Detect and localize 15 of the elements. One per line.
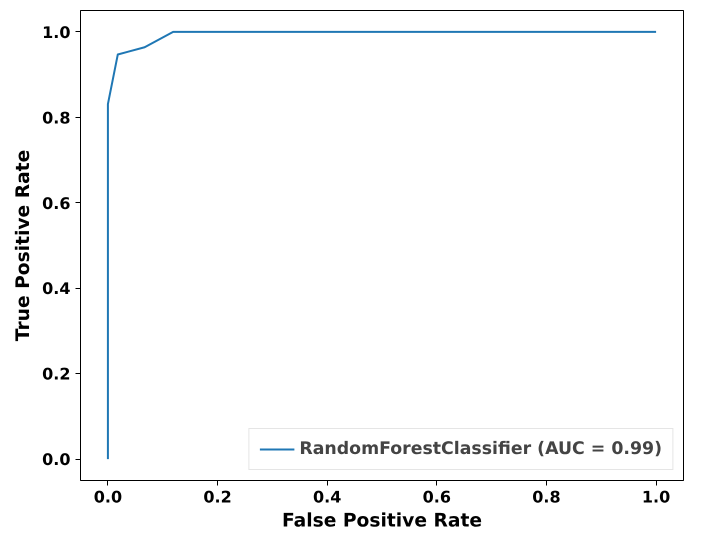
x-axis-title: False Positive Rate: [282, 510, 482, 532]
y-tick-label: 0.2: [42, 364, 70, 384]
y-tick-label: 0.6: [42, 194, 70, 213]
legend-label: RandomForestClassifier (AUC = 0.99): [299, 439, 662, 459]
x-tick-label: 0.8: [532, 488, 561, 506]
y-tick-label: 0.8: [42, 108, 70, 128]
y-tick-label: 0.0: [42, 450, 70, 470]
x-tick-label: 1.0: [642, 488, 670, 506]
x-tick-label: 0.4: [313, 488, 342, 506]
y-tick-label: 1.0: [42, 22, 70, 42]
y-axis-title: True Positive Rate: [13, 150, 34, 342]
x-tick-label: 0.0: [94, 488, 122, 506]
x-tick-label: 0.2: [203, 488, 232, 506]
y-tick-label: 0.4: [42, 279, 70, 298]
x-tick-label: 0.6: [422, 488, 451, 506]
